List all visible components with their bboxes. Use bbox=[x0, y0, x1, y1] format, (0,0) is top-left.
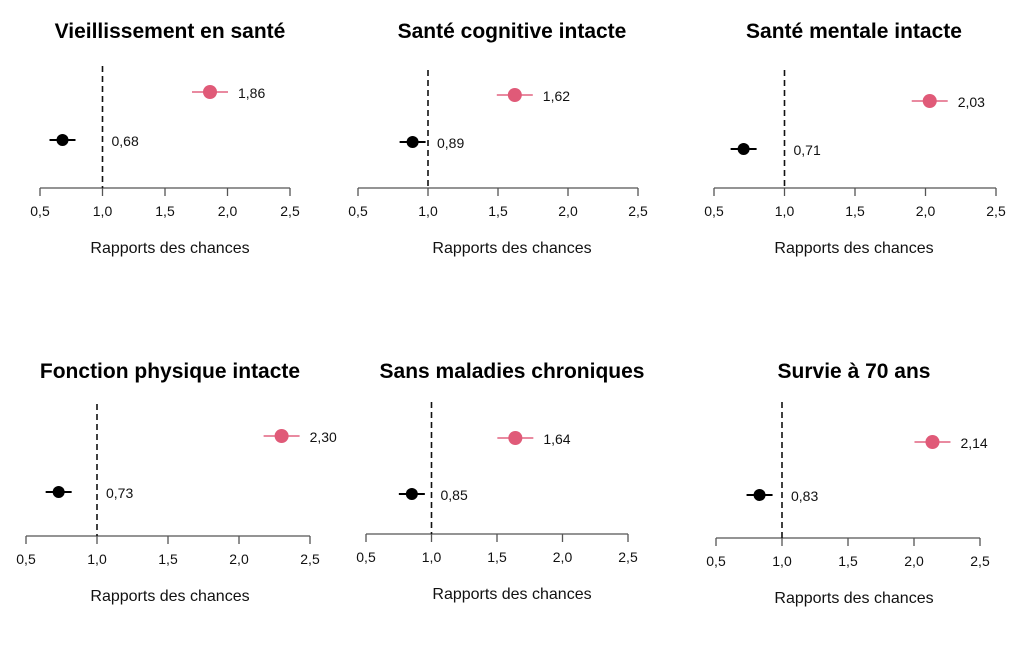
chart-plot: 0,5 1,0 1,5 2,0 2,5 1,86 0,68 bbox=[30, 66, 300, 219]
chart-plot: 0,5 1,0 1,5 2,0 2,5 1,62 0,89 bbox=[348, 70, 648, 219]
x-tick-label: 1,5 bbox=[487, 549, 507, 565]
x-tick-label: 2,0 bbox=[229, 551, 249, 567]
chart-plot: 0,5 1,0 1,5 2,0 2,5 2,14 0,83 bbox=[706, 402, 990, 569]
data-point-red bbox=[203, 85, 217, 99]
data-label: 0,71 bbox=[794, 142, 821, 158]
x-axis-label: Rapports des chances bbox=[90, 240, 250, 257]
chart-panel-no-chronic-disease: Sans maladies chroniques 0,5 1,0 1,5 2,0 2,5… bbox=[342, 340, 682, 660]
chart-panel-physical-function: Fonction physique intacte 0,5 1,0 1,5 2,0 2,… bbox=[0, 340, 340, 660]
x-tick-label: 2,5 bbox=[986, 203, 1006, 219]
chart-title: Vieillissement en santé bbox=[54, 20, 286, 43]
x-axis-label: Rapports des chances bbox=[432, 240, 592, 257]
data-point-red bbox=[925, 435, 940, 449]
x-axis-label: Rapports des chances bbox=[774, 240, 934, 257]
x-tick-label: 0,5 bbox=[356, 549, 376, 565]
data-label: 1,62 bbox=[543, 88, 570, 104]
chart-title: Santé mentale intacte bbox=[746, 20, 962, 43]
x-tick-label: 2,5 bbox=[618, 549, 638, 565]
chart-panel-healthy-aging: Vieillissement en santé 0,5 1,0 1,5 2,0 2,5 1… bbox=[0, 0, 340, 320]
x-tick-label: 2,5 bbox=[970, 553, 990, 569]
chart-panel-survival-70: Survie à 70 ans 0,5 1,0 1,5 2,0 2,5 2,14 0,83 … bbox=[684, 340, 1024, 660]
x-tick-label: 0,5 bbox=[706, 553, 726, 569]
data-label: 2,03 bbox=[958, 94, 985, 110]
x-tick-label: 1,0 bbox=[87, 551, 107, 567]
chart-panel-mental-health: Santé mentale intacte 0,5 1,0 1,5 2,0 2,5 2,0… bbox=[684, 0, 1024, 320]
data-label: 0,73 bbox=[106, 485, 133, 501]
chart-title: Santé cognitive intacte bbox=[397, 20, 627, 43]
data-label: 0,83 bbox=[791, 488, 818, 504]
x-tick-label: 0,5 bbox=[16, 551, 36, 567]
x-tick-label: 1,5 bbox=[488, 203, 508, 219]
x-tick-label: 1,5 bbox=[838, 553, 858, 569]
data-point-black bbox=[405, 488, 418, 500]
x-tick-label: 0,5 bbox=[30, 203, 50, 219]
chart-plot: 0,5 1,0 1,5 2,0 2,5 2,03 0,71 bbox=[704, 70, 1006, 219]
x-tick-label: 2,0 bbox=[904, 553, 924, 569]
data-label: 2,30 bbox=[310, 429, 337, 445]
data-label: 1,86 bbox=[238, 85, 265, 101]
x-tick-label: 0,5 bbox=[704, 203, 724, 219]
data-point-red bbox=[274, 429, 289, 443]
chart-plot: 0,5 1,0 1,5 2,0 2,5 1,64 0,85 bbox=[356, 402, 638, 565]
x-tick-label: 2,5 bbox=[280, 203, 300, 219]
x-tick-label: 0,5 bbox=[348, 203, 368, 219]
x-axis-label: Rapports des chances bbox=[774, 590, 934, 607]
data-point-black bbox=[406, 136, 419, 148]
forest-plot-figure: Vieillissement en santé 0,5 1,0 1,5 2,0 2,5 1… bbox=[0, 0, 1024, 607]
data-point-black bbox=[753, 489, 766, 501]
data-label: 0,68 bbox=[112, 133, 139, 149]
x-axis-label: Rapports des chances bbox=[432, 586, 592, 603]
chart-title: Survie à 70 ans bbox=[777, 360, 931, 383]
chart-title: Fonction physique intacte bbox=[39, 360, 301, 383]
x-tick-label: 2,0 bbox=[553, 549, 573, 565]
x-tick-label: 1,0 bbox=[775, 203, 795, 219]
x-tick-label: 1,5 bbox=[845, 203, 865, 219]
data-point-red bbox=[922, 94, 937, 108]
chart-panel-cognitive-health: Santé cognitive intacte 0,5 1,0 1,5 2,0 2,5 1… bbox=[342, 0, 682, 320]
data-point-red bbox=[507, 88, 522, 102]
x-tick-label: 2,5 bbox=[300, 551, 320, 567]
x-axis-label: Rapports des chances bbox=[90, 588, 250, 605]
data-label: 0,89 bbox=[437, 135, 464, 151]
x-tick-label: 2,0 bbox=[218, 203, 238, 219]
x-tick-label: 2,0 bbox=[916, 203, 936, 219]
data-point-red bbox=[508, 431, 523, 445]
data-label: 1,64 bbox=[543, 431, 570, 447]
data-point-black bbox=[737, 143, 750, 155]
data-point-black bbox=[52, 486, 65, 498]
x-tick-label: 1,0 bbox=[93, 203, 113, 219]
x-tick-label: 2,0 bbox=[558, 203, 578, 219]
data-label: 2,14 bbox=[960, 435, 987, 451]
data-point-black bbox=[56, 134, 69, 146]
x-tick-label: 1,5 bbox=[158, 551, 178, 567]
x-tick-label: 1,0 bbox=[772, 553, 792, 569]
chart-title: Sans maladies chroniques bbox=[379, 360, 645, 383]
data-label: 0,85 bbox=[441, 487, 468, 503]
chart-plot: 0,5 1,0 1,5 2,0 2,5 2,30 0,73 bbox=[16, 404, 337, 567]
x-tick-label: 2,5 bbox=[628, 203, 648, 219]
x-tick-label: 1,0 bbox=[422, 549, 442, 565]
x-tick-label: 1,0 bbox=[418, 203, 438, 219]
x-tick-label: 1,5 bbox=[155, 203, 175, 219]
